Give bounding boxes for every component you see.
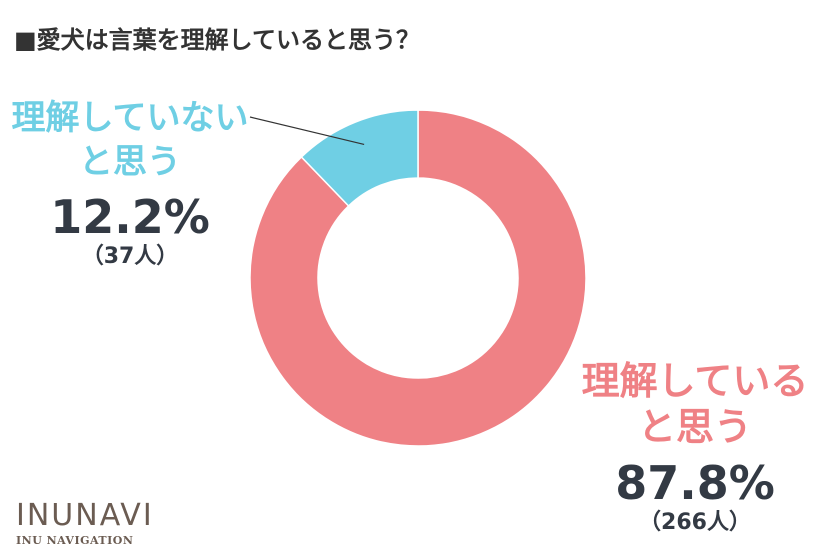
label-not-understand: 理解していない と思う 12.2% （37人） — [8, 96, 252, 270]
chart-title: ■愛犬は言葉を理解していると思う？ — [14, 26, 420, 54]
value-not-understand: 12.2% — [50, 190, 210, 244]
value-understand: 87.8% — [615, 456, 775, 510]
donut-slice-1 — [300, 109, 419, 208]
leader-line — [249, 116, 365, 146]
logo-sub-text: INU NAVIGATION — [16, 534, 134, 547]
label-not-understand-line1: 理解していない — [11, 98, 249, 138]
donut-slice-0 — [249, 109, 587, 447]
logo-main-text: INUNAVI — [16, 498, 154, 533]
label-understand-line1: 理解している — [581, 359, 809, 403]
count-not-understand: （37人） — [81, 244, 179, 269]
count-understand: （266人） — [639, 510, 751, 535]
label-understand: 理解している と思う 87.8% （266人） — [560, 358, 830, 536]
logo: INUNAVI INU NAVIGATION — [16, 498, 154, 548]
label-not-understand-line2: と思う — [79, 142, 181, 182]
label-understand-line2: と思う — [637, 405, 752, 449]
